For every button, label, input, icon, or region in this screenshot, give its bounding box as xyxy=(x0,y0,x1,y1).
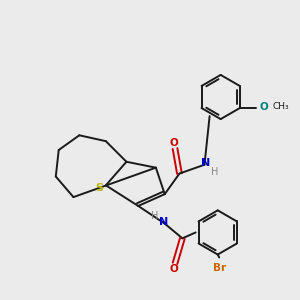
Text: O: O xyxy=(169,264,178,274)
Text: N: N xyxy=(159,217,168,227)
Text: S: S xyxy=(95,183,104,193)
Text: H: H xyxy=(211,167,218,177)
Text: O: O xyxy=(260,102,268,112)
Text: N: N xyxy=(201,158,211,168)
Text: CH₃: CH₃ xyxy=(272,102,289,111)
Text: O: O xyxy=(169,138,178,148)
Text: Br: Br xyxy=(213,263,226,273)
Text: H: H xyxy=(151,211,158,221)
